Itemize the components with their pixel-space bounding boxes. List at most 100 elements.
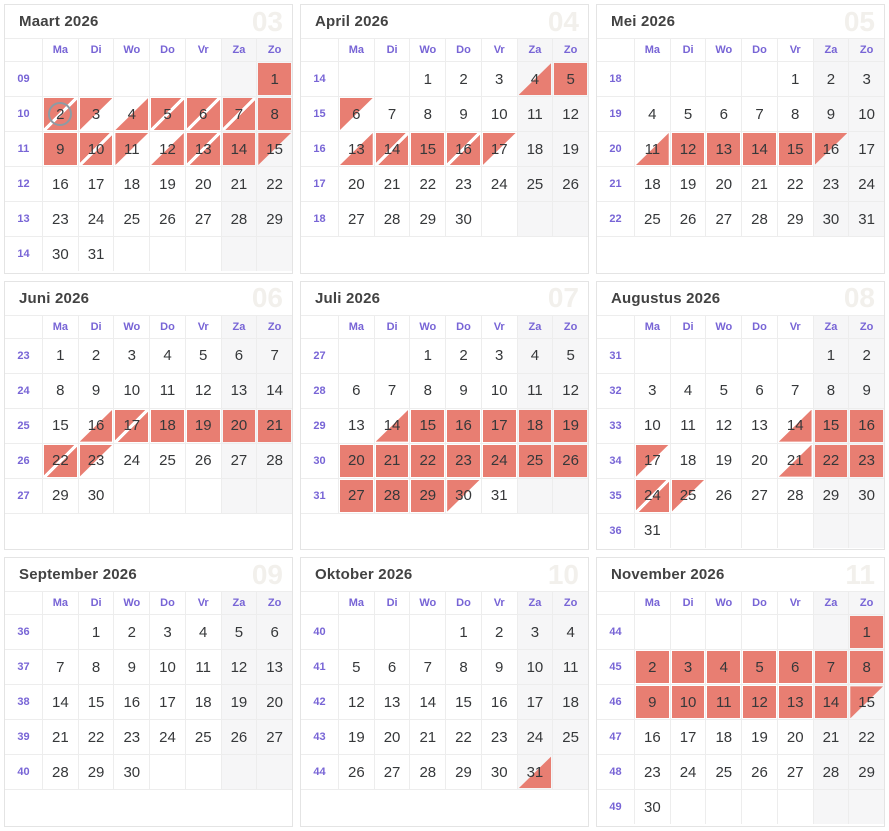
month-grid: Ma Di Wo Do Vr Za Zo 18 1 2 3 19 4 5 6 7 8 9 10 20 11 12 13 14 1… <box>597 39 884 236</box>
day-number: 20 <box>348 452 365 470</box>
day-cell: 7 <box>257 338 292 373</box>
day-header: Za <box>517 315 553 338</box>
day-number: 19 <box>562 417 579 435</box>
vacation-fill <box>671 651 705 684</box>
day-header: Za <box>813 592 849 615</box>
week-number: 25 <box>5 408 42 443</box>
month-card: Oktober 2026 10 Ma Di Wo Do Vr Za Zo 40 1 2 3 4 41 5 6 7 8… <box>300 557 589 827</box>
day-number: 3 <box>163 623 172 641</box>
day-number: 24 <box>490 175 508 193</box>
day-cell: 17 <box>114 408 150 443</box>
vacation-fill <box>636 686 669 719</box>
day-cell: 6 <box>221 338 257 373</box>
vacation-fill <box>554 409 587 442</box>
day-cell: 22 <box>410 443 446 478</box>
day-cell: 27 <box>185 202 221 236</box>
day-cell: 27 <box>221 443 257 478</box>
day-number: 25 <box>526 175 544 193</box>
day-number: 9 <box>648 693 657 711</box>
day-cell: 26 <box>553 167 588 201</box>
day-cell: 9 <box>43 132 78 166</box>
week-number: 44 <box>597 615 634 650</box>
vacation-fill <box>778 651 812 684</box>
vacation-fill <box>814 409 848 442</box>
day-number: 8 <box>459 658 468 676</box>
day-cell: 16 <box>849 408 884 443</box>
day-number: 23 <box>455 175 472 193</box>
day-cell <box>257 755 292 790</box>
day-cell: 23 <box>635 755 670 790</box>
day-header: Za <box>517 39 553 61</box>
day-number: 27 <box>348 487 365 505</box>
day-number: 8 <box>270 105 279 123</box>
day-number: 12 <box>751 693 768 711</box>
day-header: Zo <box>849 592 884 615</box>
day-cell: 11 <box>185 650 221 685</box>
week-number: 13 <box>5 202 42 236</box>
day-number: 30 <box>87 487 105 505</box>
month-card-header: Augustus 2026 08 <box>597 281 884 316</box>
day-cell <box>185 755 221 790</box>
day-cell: 15 <box>813 408 849 443</box>
day-cell: 6 <box>339 97 374 131</box>
day-cell: 16 <box>446 132 481 166</box>
day-number: 5 <box>199 347 208 365</box>
day-cell: 7 <box>374 97 410 131</box>
week-number: 10 <box>5 97 42 131</box>
day-cell: 10 <box>114 373 150 408</box>
day-number: 22 <box>266 175 283 193</box>
vacation-fill <box>850 444 883 477</box>
day-cell <box>813 513 849 548</box>
day-header: Zo <box>849 39 884 61</box>
day-number: 7 <box>56 658 65 676</box>
month-title: Augustus 2026 <box>611 289 721 307</box>
vacation-fill <box>258 409 291 442</box>
month-card: November 2026 11 Ma Di Wo Do Vr Za Zo 44 1 45 2 3 4 5 6 7… <box>596 557 885 827</box>
day-header: Wo <box>706 315 742 338</box>
day-cell: 5 <box>553 62 588 96</box>
day-number: 21 <box>266 417 283 435</box>
vacation-fill <box>258 63 291 95</box>
month-card-header: Maart 2026 03 <box>5 5 292 39</box>
day-number: 1 <box>423 70 432 88</box>
day-number: 7 <box>387 382 397 400</box>
day-number: 21 <box>751 175 768 193</box>
month-card-header: April 2026 04 <box>301 5 588 39</box>
empty-filler <box>301 236 588 273</box>
day-number: 13 <box>383 693 401 711</box>
day-cell: 14 <box>374 132 410 166</box>
day-number: 13 <box>348 417 365 435</box>
day-cell: 18 <box>517 408 553 443</box>
day-cell: 19 <box>670 167 706 201</box>
day-number: 7 <box>423 658 432 676</box>
day-number: 18 <box>679 452 697 470</box>
day-number: 19 <box>194 417 212 435</box>
day-cell: 24 <box>150 720 185 755</box>
day-cell: 29 <box>446 755 481 790</box>
day-number: 13 <box>348 140 365 158</box>
vacation-fill <box>482 409 516 442</box>
day-cell: 13 <box>374 685 410 720</box>
day-number: 9 <box>826 105 836 123</box>
day-cell <box>635 62 670 96</box>
day-number: 14 <box>383 417 401 435</box>
vacation-fill <box>636 651 669 684</box>
day-header: Zo <box>257 315 292 338</box>
day-cell: 11 <box>706 685 742 720</box>
day-number: 26 <box>159 210 176 228</box>
day-number: 18 <box>526 417 544 435</box>
day-cell: 22 <box>813 443 849 478</box>
day-cell <box>706 338 742 373</box>
day-cell: 14 <box>257 373 292 408</box>
day-number: 23 <box>87 452 105 470</box>
day-number: 29 <box>419 210 437 228</box>
day-cell: 15 <box>78 685 114 720</box>
day-cell: 8 <box>410 373 446 408</box>
month-number-watermark: 03 <box>251 5 283 37</box>
day-number: 18 <box>159 417 176 435</box>
day-cell <box>150 478 185 513</box>
vacation-fill <box>340 479 373 512</box>
day-header: Wo <box>114 592 150 615</box>
day-cell: 27 <box>339 478 374 513</box>
